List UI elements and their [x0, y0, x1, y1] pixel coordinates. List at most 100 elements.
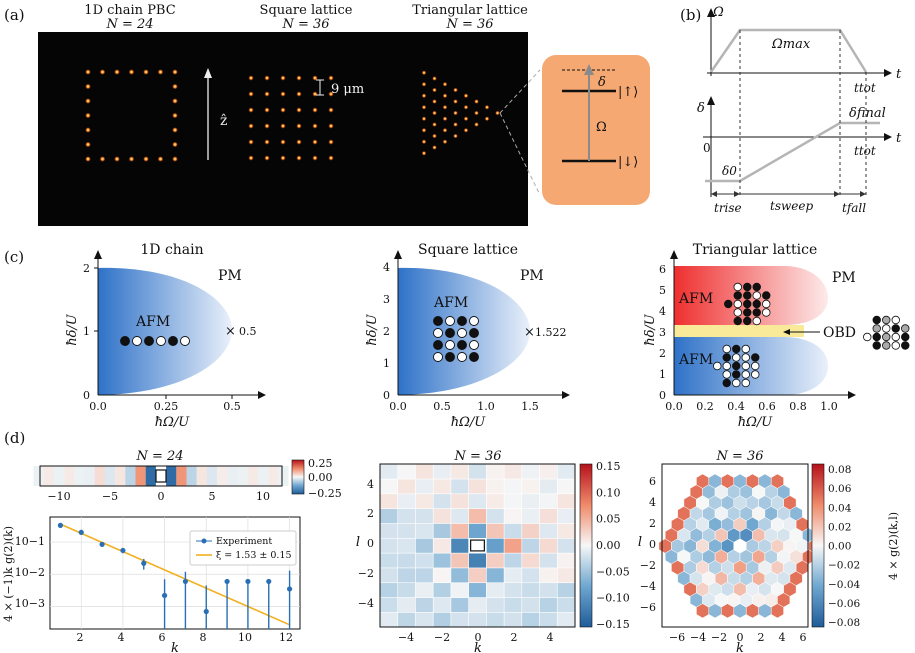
atom-spot — [432, 99, 437, 104]
d-sq-xtick-0: −4 — [398, 631, 414, 644]
c-tri-xarrow — [848, 391, 856, 399]
heatmap-cell — [379, 552, 399, 569]
strip-cell — [84, 466, 95, 486]
atom-spot — [128, 69, 135, 75]
strip-cell — [115, 466, 126, 486]
heatmap-cell — [503, 478, 523, 495]
c-tri-ytick-label-3: 3 — [659, 326, 666, 339]
d-square-colorbar — [579, 463, 593, 628]
atom-spot — [421, 150, 427, 156]
d-square-ylabel: l — [356, 535, 360, 550]
c-chain-xlabel: ħΩ/U — [155, 415, 191, 430]
atom-spot — [495, 110, 500, 116]
atom-spot — [442, 104, 448, 110]
c-chain-xtick-label-1: 0.25 — [154, 400, 179, 413]
d-tri-ytick-0: 6 — [649, 475, 656, 488]
d-tri-ytick-2: 2 — [649, 517, 656, 530]
t-sweep-label: tsweep — [770, 199, 813, 213]
heatmap-cell — [468, 493, 487, 509]
detuning-label: δ — [598, 75, 606, 90]
zero-label: 0 — [703, 141, 711, 155]
colorbar-tick-label: 0.10 — [596, 486, 621, 499]
tri-site — [733, 282, 742, 292]
d-square-xlabel: k — [474, 641, 482, 653]
d-legend-exp-label: Experiment — [216, 536, 272, 547]
tri-site — [891, 332, 900, 342]
strip-cell — [268, 466, 279, 486]
strip-cell — [227, 466, 238, 486]
c-tri-xtick-label-2: 0.4 — [727, 400, 745, 413]
c-square-xarrow — [562, 391, 570, 399]
c-square-xtick-label-1: 0.5 — [433, 400, 451, 413]
d-sq-ytick-1: 2 — [367, 507, 374, 520]
panel-label-c: (c) — [4, 248, 24, 266]
d-strip-frame — [39, 465, 283, 487]
atom-spot — [248, 75, 254, 81]
d-tri-xtick-3: 0 — [737, 631, 744, 644]
tri-site — [741, 370, 750, 379]
heatmap-cell — [539, 478, 558, 495]
c-chain-xtick-label-0: 0.0 — [89, 400, 107, 413]
heatmap-cell — [432, 522, 452, 539]
c-square-xlabel: ħΩ/U — [451, 415, 487, 430]
heatmap-cell — [486, 567, 505, 584]
afm-site — [445, 352, 455, 362]
d-strip-tick-4: 10 — [256, 490, 270, 503]
c-tri-xtick-label-5: 1.0 — [820, 400, 838, 413]
c-chain-ylabel: ħδ/U — [65, 313, 80, 346]
d-chain-correlation-strip — [33, 466, 289, 486]
c-chain-crit-marker: × — [225, 324, 236, 339]
atom-spot — [442, 139, 448, 145]
atom-spot — [442, 93, 448, 99]
atom-spot — [312, 107, 318, 113]
strip-cell — [64, 466, 75, 486]
atom-spot — [463, 127, 469, 133]
atom-spot — [474, 122, 479, 127]
tri-site — [872, 332, 881, 342]
data-point — [99, 541, 105, 547]
tri-site — [751, 361, 760, 371]
atom-spot — [463, 104, 469, 110]
atom-spot — [128, 156, 135, 162]
tri-site — [732, 361, 741, 371]
tri-site — [891, 315, 900, 325]
tri-n: N = 36 — [445, 17, 493, 32]
delta-axis-label: δ — [697, 101, 705, 116]
afm-site — [156, 336, 166, 346]
afm-site — [457, 316, 467, 326]
d-square-frame — [379, 463, 576, 628]
heatmap-cell — [556, 611, 576, 628]
c-tri-obd-arrow-head — [783, 329, 790, 335]
colorbar-tick-label: −0.05 — [596, 565, 630, 578]
heatmap-cell — [450, 567, 470, 584]
c-tri-xtick-label-1: 0.2 — [696, 400, 714, 413]
atom-spot — [432, 110, 437, 116]
atom-spot — [157, 156, 164, 162]
tri-site — [722, 378, 731, 388]
square-n: N = 36 — [281, 17, 329, 32]
atom-spot — [421, 81, 427, 87]
c-tri-xlabel: ħΩ/U — [738, 415, 774, 430]
tri-site — [872, 315, 881, 325]
heatmap-cell — [503, 611, 523, 628]
atom-spot — [248, 155, 254, 161]
d-sq-xtick-1: −2 — [434, 631, 450, 644]
c-square-afm: AFM — [433, 295, 468, 311]
heatmap-cell — [539, 537, 558, 554]
d-log-legend — [189, 530, 297, 566]
c-tri-xtick-label-3: 0.6 — [758, 400, 776, 413]
d-tri-ytick-4: −2 — [640, 559, 656, 572]
heatmap-cell — [432, 537, 452, 554]
c-tri-obd: OBD — [823, 325, 856, 341]
c-square-xtick-label-2: 1.0 — [477, 400, 495, 413]
heatmap-cell — [415, 493, 434, 509]
atom-spot — [85, 156, 91, 162]
zoom-line-bottom — [499, 112, 541, 196]
omega-t-label: t — [896, 67, 902, 82]
heatmap-cell — [521, 611, 541, 628]
atom-spot — [85, 98, 91, 104]
heatmap-cell — [379, 611, 399, 628]
c-chain-ytick-label-2: 2 — [83, 262, 90, 275]
d-tri-xtick-2: −2 — [711, 631, 727, 644]
atom-spot — [484, 116, 490, 122]
